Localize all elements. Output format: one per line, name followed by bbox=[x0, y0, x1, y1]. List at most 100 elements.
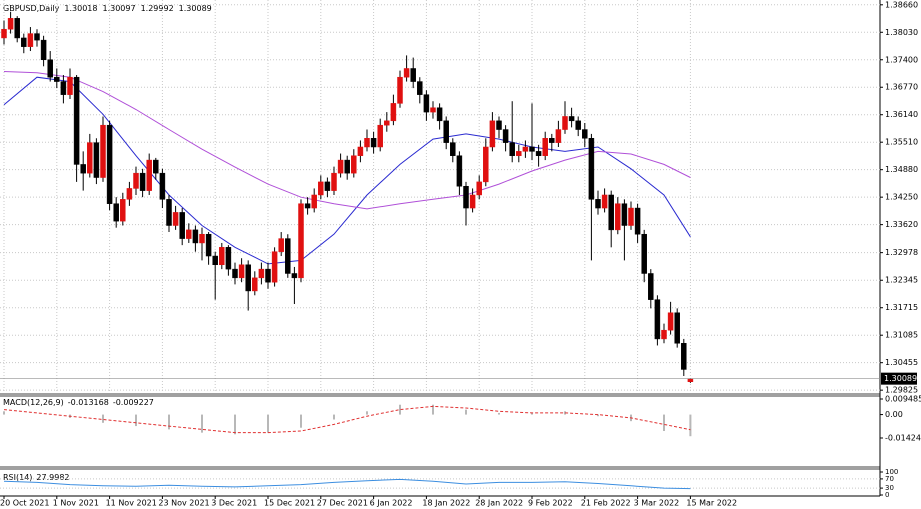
rsi-value: 27.9982 bbox=[36, 473, 69, 482]
date-label: 11 Nov 2021 bbox=[106, 499, 157, 508]
candle-body bbox=[318, 181, 324, 196]
candle-body bbox=[126, 188, 133, 200]
candle-body bbox=[80, 164, 86, 174]
candle-body bbox=[1, 28, 7, 39]
date-label: 20 Oct 2021 bbox=[0, 499, 49, 508]
rsi-tick-label: 30 bbox=[885, 484, 894, 492]
candle-body bbox=[54, 76, 60, 82]
price-label: 1.32345 bbox=[885, 276, 918, 285]
candle-body bbox=[245, 264, 251, 292]
macd-main-value: -0.013168 bbox=[68, 398, 109, 407]
candle-body bbox=[456, 155, 463, 187]
price-label: 1.32978 bbox=[885, 248, 918, 257]
candle-body bbox=[384, 120, 390, 126]
candle-body bbox=[298, 203, 304, 279]
price-label: 1.34250 bbox=[885, 193, 918, 202]
price-label: 1.34880 bbox=[885, 165, 918, 174]
panel-separator bbox=[0, 393, 880, 397]
candle-body bbox=[476, 181, 482, 196]
candle-body bbox=[628, 207, 634, 226]
candle-body bbox=[509, 142, 515, 156]
candle-body bbox=[654, 299, 661, 340]
candle-body bbox=[357, 146, 364, 156]
candle-body bbox=[212, 255, 218, 266]
candle-body bbox=[661, 329, 667, 340]
date-label: 15 Mar 2022 bbox=[686, 499, 737, 508]
date-label: 15 Dec 2021 bbox=[264, 499, 315, 508]
date-label: 21 Feb 2022 bbox=[581, 499, 631, 508]
candle-body bbox=[324, 181, 331, 191]
candle-body bbox=[14, 18, 20, 39]
candle-body bbox=[687, 378, 694, 382]
macd-tick-label: -0.014247 bbox=[885, 433, 921, 442]
candle-body bbox=[364, 138, 370, 148]
candle-body bbox=[311, 194, 317, 209]
candle-body bbox=[516, 151, 522, 156]
candle-body bbox=[489, 120, 496, 148]
candle-body bbox=[529, 146, 535, 152]
candle-body bbox=[502, 129, 509, 143]
candle-body bbox=[403, 68, 410, 78]
macd-signal-value: -0.009227 bbox=[113, 398, 154, 407]
panel-separator bbox=[0, 466, 880, 470]
candle-body bbox=[139, 172, 146, 191]
ohlc-value: 1.30097 bbox=[102, 4, 135, 13]
rsi-tick-label: 0 bbox=[885, 491, 889, 499]
candle-body bbox=[549, 138, 555, 143]
candle-body bbox=[621, 203, 628, 226]
macd-name: MACD(12,26,9) bbox=[3, 398, 64, 407]
date-label: 23 Nov 2021 bbox=[158, 499, 209, 508]
rsi-name: RSI(14) bbox=[3, 473, 32, 482]
candle-body bbox=[133, 172, 139, 189]
candle-body bbox=[390, 103, 397, 122]
candle-body bbox=[304, 203, 311, 209]
candle-body bbox=[641, 233, 647, 274]
candle-body bbox=[443, 120, 449, 143]
candle-body bbox=[73, 76, 80, 165]
candle-body bbox=[192, 229, 199, 244]
rsi-title: RSI(14) 27.9982 bbox=[3, 473, 70, 482]
candle-body bbox=[285, 238, 291, 274]
candle-body bbox=[469, 194, 476, 209]
candle-body bbox=[106, 124, 113, 204]
macd-title: MACD(12,26,9) -0.013168 -0.009227 bbox=[3, 398, 154, 407]
candle-body bbox=[562, 116, 568, 130]
candle-body bbox=[146, 159, 152, 191]
candle-body bbox=[522, 146, 529, 152]
candle-body bbox=[7, 18, 14, 30]
ma-slow bbox=[3, 71, 691, 210]
candle-body bbox=[166, 199, 172, 226]
price-label: 1.36140 bbox=[885, 110, 918, 119]
candle-body bbox=[430, 107, 436, 113]
date-label: 3 Mar 2022 bbox=[634, 499, 680, 508]
candle-body bbox=[436, 107, 443, 122]
ohlc-value: 1.30018 bbox=[64, 4, 97, 13]
candle-body bbox=[667, 312, 674, 331]
candle-body bbox=[87, 142, 93, 174]
candle-body bbox=[331, 172, 337, 191]
price-label: 1.31085 bbox=[885, 331, 918, 340]
price-label: 1.37400 bbox=[885, 55, 918, 64]
candle-body bbox=[615, 203, 621, 231]
candle-body bbox=[252, 277, 258, 292]
candle-body bbox=[100, 124, 106, 178]
candle-body bbox=[681, 343, 687, 370]
candle-body bbox=[377, 124, 383, 148]
candle-body bbox=[258, 268, 265, 279]
candle-body bbox=[595, 199, 601, 209]
candle-body bbox=[27, 33, 34, 47]
candle-body bbox=[205, 233, 212, 257]
candle-body bbox=[555, 129, 562, 143]
date-label: 3 Dec 2021 bbox=[211, 499, 257, 508]
candle-body bbox=[34, 33, 40, 41]
candle-body bbox=[238, 264, 245, 279]
ohlc-value: 1.30089 bbox=[179, 4, 212, 13]
candle-body bbox=[648, 273, 654, 300]
candle-body bbox=[423, 94, 430, 113]
price-label: 1.38030 bbox=[885, 28, 918, 37]
candle-body bbox=[463, 185, 469, 209]
price-label: 1.33620 bbox=[885, 220, 918, 229]
candle-body bbox=[588, 138, 595, 200]
candle-body bbox=[93, 142, 100, 178]
